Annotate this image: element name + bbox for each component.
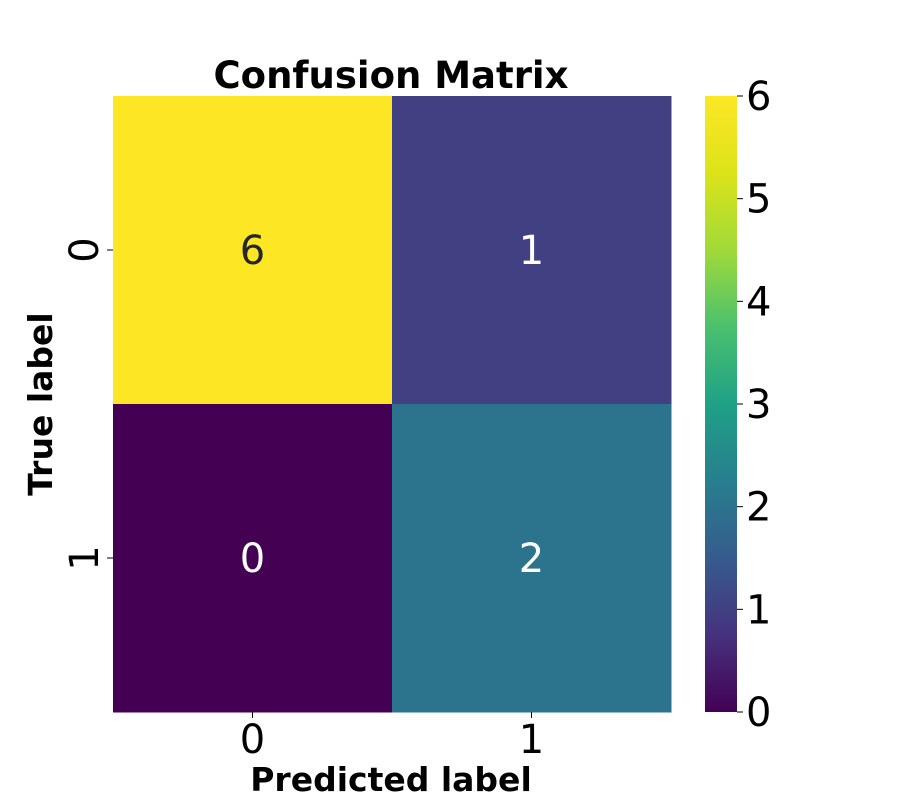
- heatmap-cell-0-1: [392, 96, 672, 405]
- cell-annotation-0-1: 1: [519, 228, 544, 274]
- colorbar-tick-label-5: 5: [746, 177, 771, 223]
- colorbar-gradient: [705, 96, 737, 712]
- colorbar-tick-label-6: 6: [746, 74, 771, 120]
- colorbar-tick-label-1: 1: [746, 587, 771, 633]
- y-axis-label: True label: [21, 312, 60, 495]
- y-axis: 01: [62, 237, 113, 571]
- heatmap-annotations: 6 1 0 2: [240, 228, 544, 582]
- colorbar-tick-label-4: 4: [746, 279, 771, 325]
- cell-annotation-1-0: 0: [240, 536, 265, 582]
- heatmap-cell-1-1: [392, 404, 672, 713]
- colorbar-tick-label-3: 3: [746, 382, 771, 428]
- y-tick-label-0: 0: [62, 237, 108, 262]
- cell-annotation-1-1: 2: [519, 536, 544, 582]
- chart-title: Confusion Matrix: [214, 54, 569, 97]
- colorbar-tick-label-2: 2: [746, 485, 771, 531]
- colorbar: 0 1 2 3 4 5 6: [705, 74, 771, 736]
- colorbar-tick-label-0: 0: [746, 690, 771, 736]
- heatmap-cell-0-0: [113, 96, 393, 405]
- heatmap-cell-1-0: [113, 404, 393, 713]
- x-axis-label: Predicted label: [250, 760, 532, 799]
- x-tick-label-0: 0: [240, 717, 265, 763]
- x-tick-label-1: 1: [519, 717, 544, 763]
- y-tick-label-1: 1: [62, 545, 108, 570]
- cell-annotation-0-0: 6: [240, 228, 265, 274]
- heatmap-cells: [113, 96, 672, 713]
